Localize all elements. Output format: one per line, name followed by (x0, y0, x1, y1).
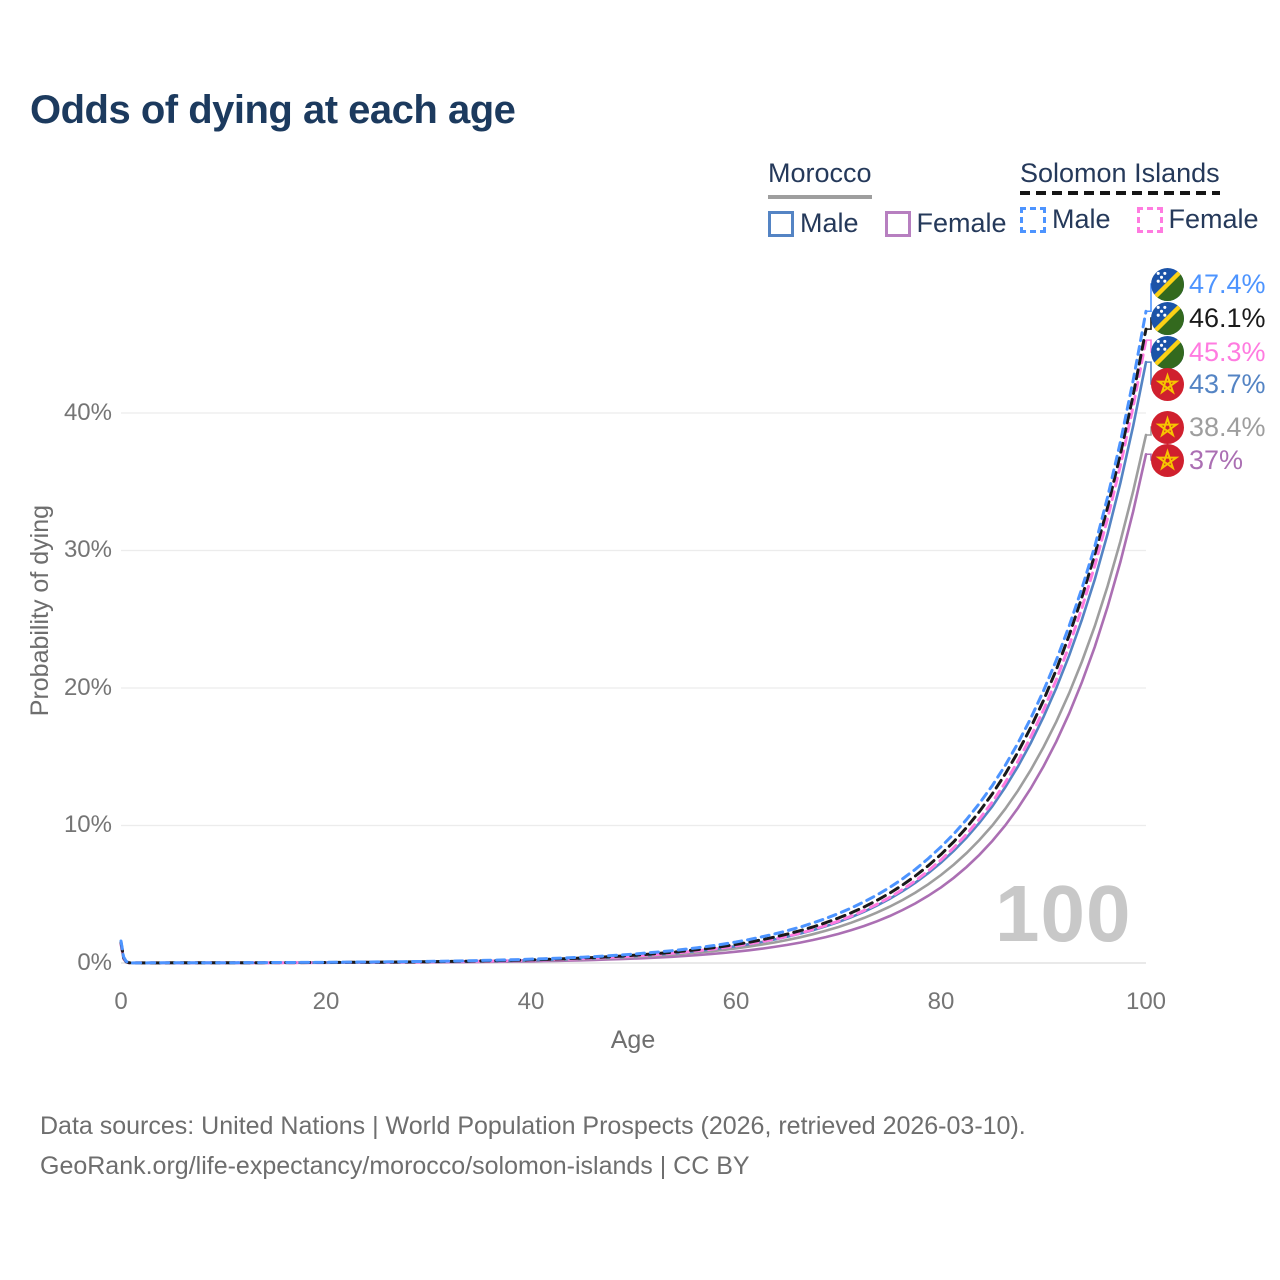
end-label-morocco-male: 43.7% (1151, 367, 1266, 401)
solomon-islands-flag-icon (1151, 302, 1184, 335)
footer-line-2: GeoRank.org/life-expectancy/morocco/solo… (40, 1152, 750, 1180)
x-tick-40: 40 (517, 988, 545, 1015)
morocco-flag-icon (1151, 444, 1184, 477)
x-tick-0: 0 (114, 988, 128, 1015)
y-tick-20: 20% (63, 674, 112, 701)
legend-item-solomon-islands-male[interactable]: Male (1020, 204, 1111, 235)
line-solomon-islands-female[interactable] (119, 338, 1148, 965)
legend-heading-morocco: Morocco (768, 158, 872, 199)
line-solomon-islands-male[interactable] (119, 309, 1148, 965)
x-tick-80: 80 (927, 988, 955, 1015)
y-tick-30: 30% (63, 536, 112, 563)
chart-title: Odds of dying at each age (30, 88, 516, 132)
solomon-islands-female-swatch-icon (1136, 206, 1163, 233)
x-tick-20: 20 (312, 988, 340, 1015)
legend-heading-solomon-islands: Solomon Islands (1020, 158, 1220, 195)
age-counter-watermark: 100 (995, 869, 1132, 958)
solomon-islands-flag-icon (1151, 336, 1184, 369)
end-label-value: 46.1% (1189, 302, 1266, 333)
legend-label: Male (800, 208, 859, 238)
line-solomon-islands-both-sexes[interactable] (119, 327, 1148, 965)
legend-item-morocco-male[interactable]: Male (768, 208, 859, 239)
legend-item-solomon-islands-female[interactable]: Female (1136, 204, 1259, 235)
y-tick-40: 40% (63, 399, 112, 426)
end-label-morocco-both: 38.4% (1151, 410, 1266, 444)
end-label-value: 37% (1189, 444, 1244, 475)
solomon-islands-flag-icon (1151, 268, 1184, 301)
end-label-morocco-female: 37% (1151, 443, 1243, 477)
data-source-footer: Data sources: United Nations | World Pop… (40, 1106, 1026, 1186)
x-tick-60: 60 (722, 988, 750, 1015)
end-label-value: 45.3% (1189, 336, 1266, 367)
morocco-flag-icon (1151, 411, 1184, 444)
line-morocco-both-sexes[interactable] (119, 433, 1148, 965)
solomon-islands-male-swatch-icon (1020, 206, 1046, 233)
end-label-solomon-islands-male: 47.4% (1151, 267, 1266, 301)
legend-label: Female (1168, 204, 1259, 234)
morocco-flag-icon (1151, 368, 1184, 401)
end-label-solomon-islands-female: 45.3% (1151, 335, 1266, 369)
legend-group-morocco: Morocco Male Female (768, 158, 1007, 239)
line-morocco-male[interactable] (119, 360, 1148, 965)
end-label-value: 43.7% (1189, 368, 1266, 399)
legend-label: Male (1052, 204, 1111, 234)
line-morocco-female[interactable] (119, 453, 1148, 965)
morocco-male-swatch-icon (768, 210, 794, 237)
y-tick-10: 10% (63, 811, 112, 838)
x-tick-100: 100 (1125, 988, 1167, 1015)
y-axis-title: Probability of dying (26, 505, 54, 717)
x-axis-title: Age (610, 1026, 656, 1054)
footer-line-1: Data sources: United Nations | World Pop… (40, 1112, 1026, 1140)
legend-group-solomon-islands: Solomon Islands Male Female (1020, 158, 1259, 235)
end-label-solomon-islands-both: 46.1% (1151, 301, 1266, 335)
legend-label: Female (916, 208, 1007, 238)
end-label-value: 38.4% (1189, 411, 1266, 442)
end-label-value: 47.4% (1189, 268, 1266, 299)
morocco-female-swatch-icon (884, 210, 911, 237)
y-tick-0: 0% (77, 949, 112, 976)
legend-item-morocco-female[interactable]: Female (884, 208, 1007, 239)
